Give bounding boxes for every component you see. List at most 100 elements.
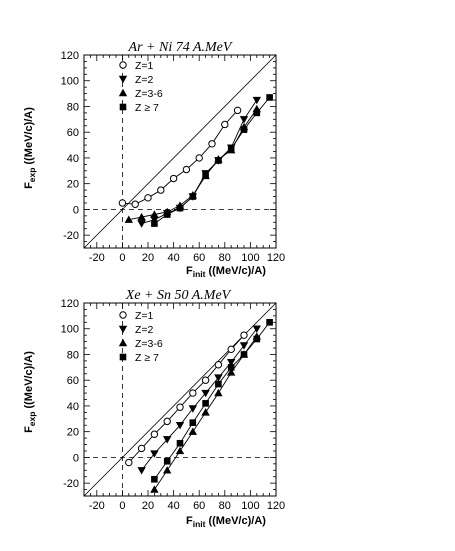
y-tick-label: -20 — [63, 478, 79, 490]
x-tick-label: 0 — [119, 500, 125, 512]
y-tick-label: 60 — [67, 127, 79, 139]
data-point — [214, 361, 223, 369]
data-point — [157, 186, 165, 194]
y-axis-label-sub: exp — [27, 412, 37, 427]
data-point — [215, 380, 222, 388]
y-tick-label: 40 — [67, 401, 79, 413]
data-point — [189, 389, 197, 397]
y-tick-label: 120 — [61, 298, 79, 310]
data-point — [208, 140, 216, 148]
x-tick-label: 40 — [167, 252, 179, 264]
data-point — [124, 215, 133, 223]
data-point — [189, 193, 197, 200]
y-tick-label: 80 — [67, 349, 79, 361]
data-point — [137, 467, 146, 475]
legend-marker — [118, 338, 128, 347]
data-point — [163, 466, 172, 474]
data-series-4 — [151, 319, 273, 483]
data-point — [227, 364, 235, 371]
x-tick-label: 0 — [119, 252, 125, 264]
data-point — [227, 368, 236, 376]
legend: Z=1 Z=2 Z=3-6 Z ≥ 7 — [118, 310, 163, 364]
chart-title: Xe + Sn 50 A.MeV — [125, 288, 232, 303]
data-point — [215, 157, 222, 164]
data-point — [239, 116, 249, 124]
data-point — [195, 154, 203, 162]
y-tick-label: 60 — [67, 375, 79, 387]
series-line — [141, 99, 258, 225]
data-point — [163, 457, 171, 465]
data-point — [131, 200, 139, 208]
data-point — [118, 199, 127, 207]
data-point — [252, 325, 261, 333]
data-series-2 — [137, 325, 261, 475]
data-point — [151, 220, 158, 227]
legend-label: Z=2 — [135, 74, 154, 86]
data-point — [137, 220, 146, 228]
y-tick-label: -20 — [63, 230, 79, 242]
x-axis-label: Finit ((MeV/c)/A) — [186, 265, 266, 279]
x-tick-label: 80 — [219, 252, 231, 264]
data-point — [175, 446, 185, 455]
legend-marker — [118, 88, 128, 97]
data-point — [144, 194, 152, 202]
x-axis-label-sub: init — [193, 519, 206, 529]
data-point — [176, 439, 184, 447]
diagonal-reference-line — [83, 302, 277, 497]
x-tick-label: 120 — [267, 252, 285, 264]
legend: Z=1 Z=2 Z=3-6 Z ≥ 7 — [118, 60, 163, 114]
data-point — [150, 450, 159, 458]
legend-marker — [118, 75, 128, 84]
x-axis-label-main: F — [186, 515, 193, 527]
legend-label: Z=1 — [135, 60, 154, 72]
data-point — [125, 458, 133, 467]
legend-marker — [118, 325, 128, 334]
x-axis-label-unit: ((MeV/c)/A) — [208, 265, 266, 277]
y-tick-label: 100 — [61, 324, 79, 336]
data-point — [169, 174, 178, 183]
data-point — [150, 485, 159, 493]
data-point — [252, 96, 261, 105]
x-axis-label-main: F — [186, 265, 193, 277]
series-line — [128, 108, 258, 221]
data-point — [240, 351, 248, 358]
data-series-1 — [125, 331, 248, 467]
data-point — [202, 171, 209, 178]
y-axis-label-unit: ((MeV/c)/A) — [23, 351, 35, 409]
y-tick-label: 20 — [67, 179, 79, 191]
chart-panel-2: -20 0 20 40 60 80 100 120 -20 0 20 40 60 80 100 120 Xe +… — [23, 288, 285, 529]
y-axis-label-sub: exp — [27, 168, 37, 183]
data-point — [150, 216, 159, 224]
y-tick-label: 40 — [67, 153, 79, 165]
diagonal-reference-line — [83, 54, 277, 249]
data-point — [201, 376, 210, 384]
y-axis-label: Fexp ((MeV/c)/A) — [23, 107, 37, 189]
data-point — [227, 345, 235, 354]
data-point — [137, 212, 146, 221]
data-point — [137, 444, 146, 453]
legend-label: Z ≥ 7 — [135, 352, 159, 364]
data-point — [214, 374, 223, 382]
data-point — [227, 145, 235, 153]
data-point — [176, 204, 184, 212]
legend-label: Z ≥ 7 — [135, 102, 159, 114]
x-axis-label: Finit ((MeV/c)/A) — [186, 515, 266, 529]
legend-marker — [119, 61, 127, 69]
y-axis-label: Fexp ((MeV/c)/A) — [23, 351, 37, 433]
data-point — [175, 422, 185, 430]
x-tick-label: 20 — [142, 252, 154, 264]
data-point — [176, 403, 184, 411]
legend-label: Z=1 — [135, 310, 154, 322]
y-tick-label: 20 — [67, 427, 79, 439]
x-tick-label: -20 — [89, 500, 105, 512]
x-tick-label: 40 — [167, 500, 179, 512]
x-tick-label: 120 — [267, 500, 285, 512]
data-point — [221, 120, 229, 129]
series-line — [141, 328, 258, 471]
legend-label: Z=3-6 — [135, 88, 163, 100]
data-point — [201, 408, 210, 416]
data-point — [150, 430, 159, 438]
legend-marker — [119, 103, 127, 111]
y-tick-label: 0 — [73, 452, 79, 464]
